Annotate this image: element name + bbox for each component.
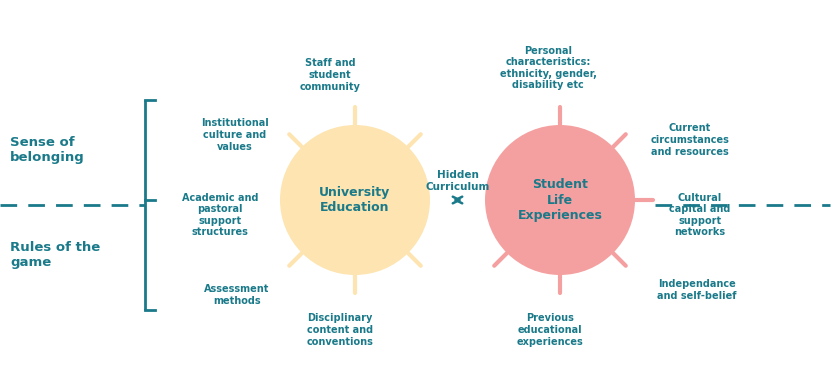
Text: Sense of
belonging: Sense of belonging [10, 136, 85, 164]
Text: Cultural
capital and
support
networks: Cultural capital and support networks [669, 193, 731, 237]
Text: Current
circumstances
and resources: Current circumstances and resources [650, 123, 729, 157]
Text: Assessment
methods: Assessment methods [204, 284, 270, 306]
Text: Previous
educational
experiences: Previous educational experiences [517, 313, 583, 347]
Circle shape [280, 125, 430, 275]
Text: Hidden
Curriculum: Hidden Curriculum [425, 170, 490, 192]
Text: Staff and
student
community: Staff and student community [300, 58, 360, 92]
Text: Academic and
pastoral
support
structures: Academic and pastoral support structures [181, 193, 258, 237]
Text: University
Education: University Education [319, 186, 391, 214]
Circle shape [485, 125, 635, 275]
Text: Disciplinary
content and
conventions: Disciplinary content and conventions [307, 313, 374, 347]
Text: Rules of the
game: Rules of the game [10, 241, 100, 269]
Text: Personal
characteristics:
ethnicity, gender,
disability etc: Personal characteristics: ethnicity, gen… [500, 46, 596, 90]
Text: Student
Life
Experiences: Student Life Experiences [517, 179, 602, 222]
Text: Independance
and self-belief: Independance and self-belief [657, 279, 737, 301]
Text: Institutional
culture and
values: Institutional culture and values [201, 118, 269, 152]
